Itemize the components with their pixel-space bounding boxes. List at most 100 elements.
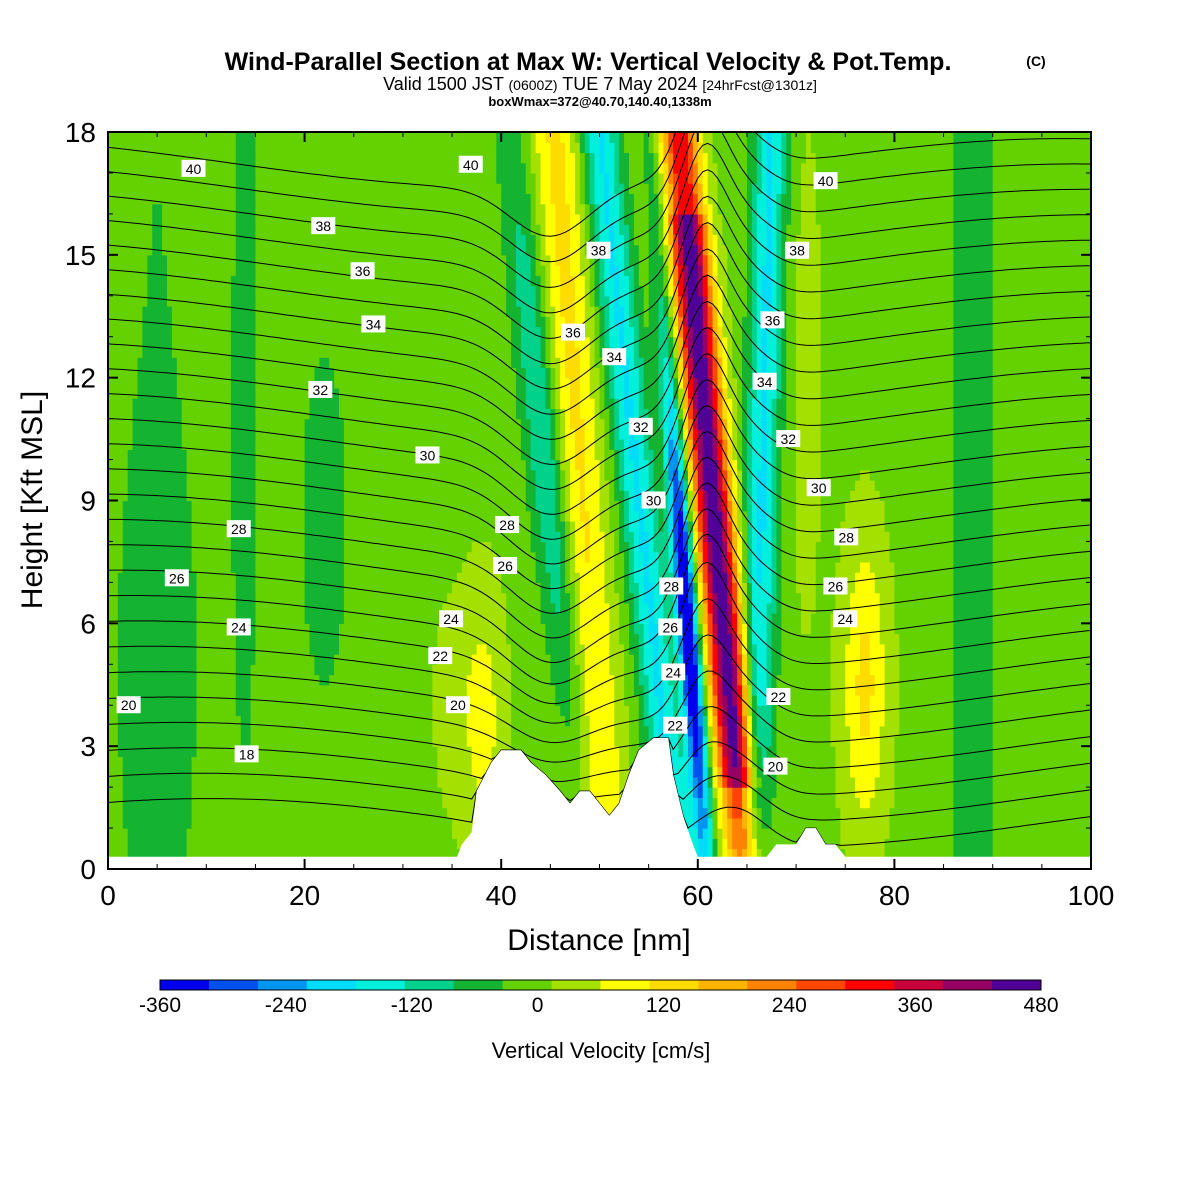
field-cell xyxy=(481,664,488,676)
field-cell xyxy=(963,613,969,624)
field-cell xyxy=(496,735,502,747)
field-cell xyxy=(211,725,217,737)
field-cell xyxy=(1086,674,1091,686)
field-cell xyxy=(456,817,463,829)
field-cell xyxy=(378,797,384,809)
field-cell xyxy=(923,725,930,737)
field-cell xyxy=(840,694,846,706)
field-cell xyxy=(132,848,139,860)
field-cell xyxy=(683,807,689,819)
field-cell xyxy=(751,817,758,829)
field-cell xyxy=(599,654,606,665)
field-cell xyxy=(923,797,930,809)
field-cell xyxy=(879,766,886,778)
field-cell xyxy=(186,848,193,860)
field-cell xyxy=(280,838,286,850)
field-cell xyxy=(1056,725,1063,737)
field-cell xyxy=(230,776,237,788)
field-cell xyxy=(727,838,733,850)
field-cell xyxy=(845,807,851,819)
field-cell xyxy=(933,817,940,829)
field-cell xyxy=(751,797,758,809)
field-cell xyxy=(132,828,139,839)
field-cell xyxy=(697,787,704,798)
field-cell xyxy=(329,705,335,717)
field-cell xyxy=(884,613,891,624)
field-cell xyxy=(525,674,532,686)
field-cell xyxy=(388,848,394,860)
field-cell xyxy=(540,643,547,655)
field-cell xyxy=(982,787,989,798)
field-cell xyxy=(609,633,615,645)
field-cell xyxy=(265,756,271,768)
field-cell xyxy=(869,643,876,655)
field-cell xyxy=(668,694,674,706)
field-cell xyxy=(112,705,119,717)
field-cell xyxy=(1027,705,1033,717)
field-cell xyxy=(692,623,699,635)
field-cell xyxy=(771,664,778,676)
field-cell xyxy=(958,735,964,747)
field-cell xyxy=(570,756,576,768)
field-cell xyxy=(1071,674,1077,686)
field-cell xyxy=(216,735,222,747)
field-cell xyxy=(791,633,797,645)
field-cell xyxy=(284,643,291,655)
field-cell xyxy=(909,674,915,686)
field-cell xyxy=(776,623,782,635)
field-cell xyxy=(260,705,266,717)
field-cell xyxy=(491,705,497,717)
field-cell xyxy=(511,674,517,686)
field-cell xyxy=(363,787,370,798)
field-cell xyxy=(909,848,915,860)
field-cell xyxy=(201,643,207,655)
field-cell xyxy=(304,633,311,645)
field-cell xyxy=(294,684,301,696)
field-cell xyxy=(1007,848,1013,860)
field-cell xyxy=(1046,705,1053,717)
field-cell xyxy=(874,766,881,778)
field-cell xyxy=(874,828,881,839)
field-cell xyxy=(1061,694,1068,706)
field-cell xyxy=(579,694,586,706)
field-cell xyxy=(402,756,409,768)
field-cell xyxy=(638,715,645,727)
field-cell xyxy=(1022,694,1028,706)
field-cell xyxy=(506,623,512,635)
field-cell xyxy=(456,776,463,788)
field-cell xyxy=(943,817,950,829)
field-cell xyxy=(1027,848,1033,860)
field-cell xyxy=(717,654,723,665)
field-cell xyxy=(201,828,207,839)
field-cell xyxy=(835,807,841,819)
field-cell xyxy=(864,664,871,676)
field-cell xyxy=(162,797,168,809)
field-cell xyxy=(579,623,586,635)
field-cell xyxy=(191,674,198,686)
field-cell xyxy=(225,828,232,839)
field-cell xyxy=(1032,715,1038,727)
field-cell xyxy=(162,715,168,727)
field-cell xyxy=(948,787,954,798)
field-cell xyxy=(550,766,556,778)
field-cell xyxy=(427,725,433,737)
field-cell xyxy=(953,654,959,665)
field-cell xyxy=(329,838,335,850)
field-cell xyxy=(751,828,758,839)
field-cell xyxy=(904,623,910,635)
field-cell xyxy=(781,705,787,717)
field-cell xyxy=(112,674,119,686)
field-cell xyxy=(427,746,433,758)
field-cell xyxy=(373,756,379,768)
field-cell xyxy=(732,674,738,686)
field-cell xyxy=(560,766,566,778)
field-cell xyxy=(186,766,193,778)
field-cell xyxy=(943,623,950,635)
field-cell xyxy=(260,838,266,850)
field-cell xyxy=(1002,756,1009,768)
field-cell xyxy=(894,735,900,747)
field-cell xyxy=(289,797,296,809)
field-cell xyxy=(1081,654,1087,665)
field-cell xyxy=(850,756,856,768)
field-cell xyxy=(869,797,876,809)
